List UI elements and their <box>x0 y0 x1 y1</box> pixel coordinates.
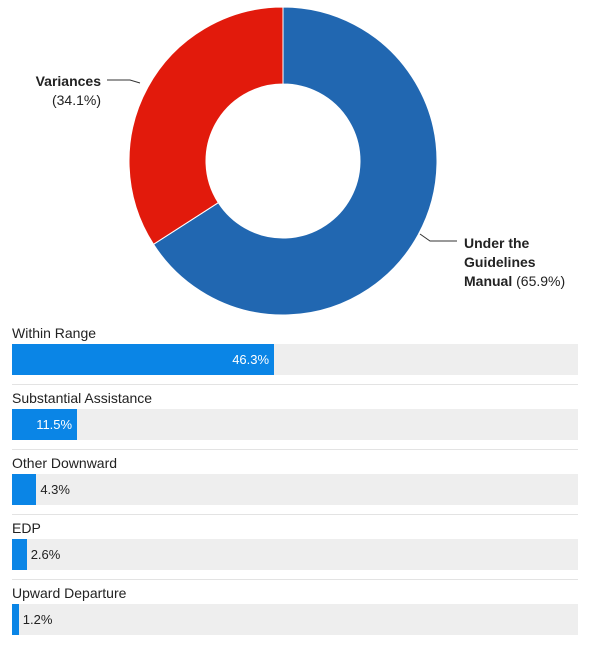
donut-slice-variances[interactable] <box>128 6 284 246</box>
bar-fill <box>12 344 275 375</box>
bar-value-label: 46.3% <box>232 352 270 367</box>
donut-chart: Under the Guidelines Manual (65.9%) Varianc… <box>36 6 565 316</box>
donut-label-under-the-guidelines-manual: Guidelines <box>464 254 536 270</box>
bar-value-label: 1.2% <box>22 612 53 627</box>
bar-label: Substantial Assistance <box>12 390 153 406</box>
bar-row-other-downward[interactable]: Other Downward 4.3% <box>12 450 578 515</box>
bar-label: Other Downward <box>12 455 118 471</box>
bar-row-upward-departure[interactable]: Upward Departure 1.2% <box>12 580 578 645</box>
bar-fill <box>12 409 78 440</box>
donut-slice-under-the-guidelines-manual[interactable] <box>152 6 438 316</box>
bar-label: Upward Departure <box>12 585 127 601</box>
bar-track: 4.3% <box>12 474 578 505</box>
donut-label-variances: Variances <box>36 73 102 89</box>
bar-value-label: 4.3% <box>40 482 70 497</box>
bar-list: Within Range 46.3% Substantial Assistance 1… <box>12 320 578 645</box>
bar-label: Within Range <box>12 325 97 341</box>
donut-leader-line-variances <box>107 79 141 84</box>
bar-track: 11.5% <box>12 409 578 440</box>
donut-value-under-the-guidelines-manual: (65.9%) <box>512 273 565 289</box>
donut-value-variances: (34.1%) <box>52 92 101 108</box>
bar-fill <box>12 474 37 505</box>
bar-fill <box>12 604 19 635</box>
bar-track: 1.2% <box>12 604 578 635</box>
bar-label: EDP <box>12 520 41 536</box>
donut-label-under-the-guidelines-manual: Under the <box>464 235 530 251</box>
bar-value-label: 2.6% <box>30 547 61 562</box>
donut-label-under-the-guidelines-manual: Manual (65.9%) <box>464 273 565 289</box>
bar-row-within-range[interactable]: Within Range 46.3% <box>12 320 578 385</box>
bar-track: 46.3% <box>12 344 578 375</box>
bar-track: 2.6% <box>12 539 578 570</box>
donut-leader-line-under-the-guidelines-manual <box>419 233 457 242</box>
bar-row-edp[interactable]: EDP 2.6% <box>12 515 578 580</box>
bar-row-substantial-assistance[interactable]: Substantial Assistance 11.5% <box>12 385 578 450</box>
bar-value-label: 11.5% <box>36 417 73 432</box>
bar-fill <box>12 539 27 570</box>
